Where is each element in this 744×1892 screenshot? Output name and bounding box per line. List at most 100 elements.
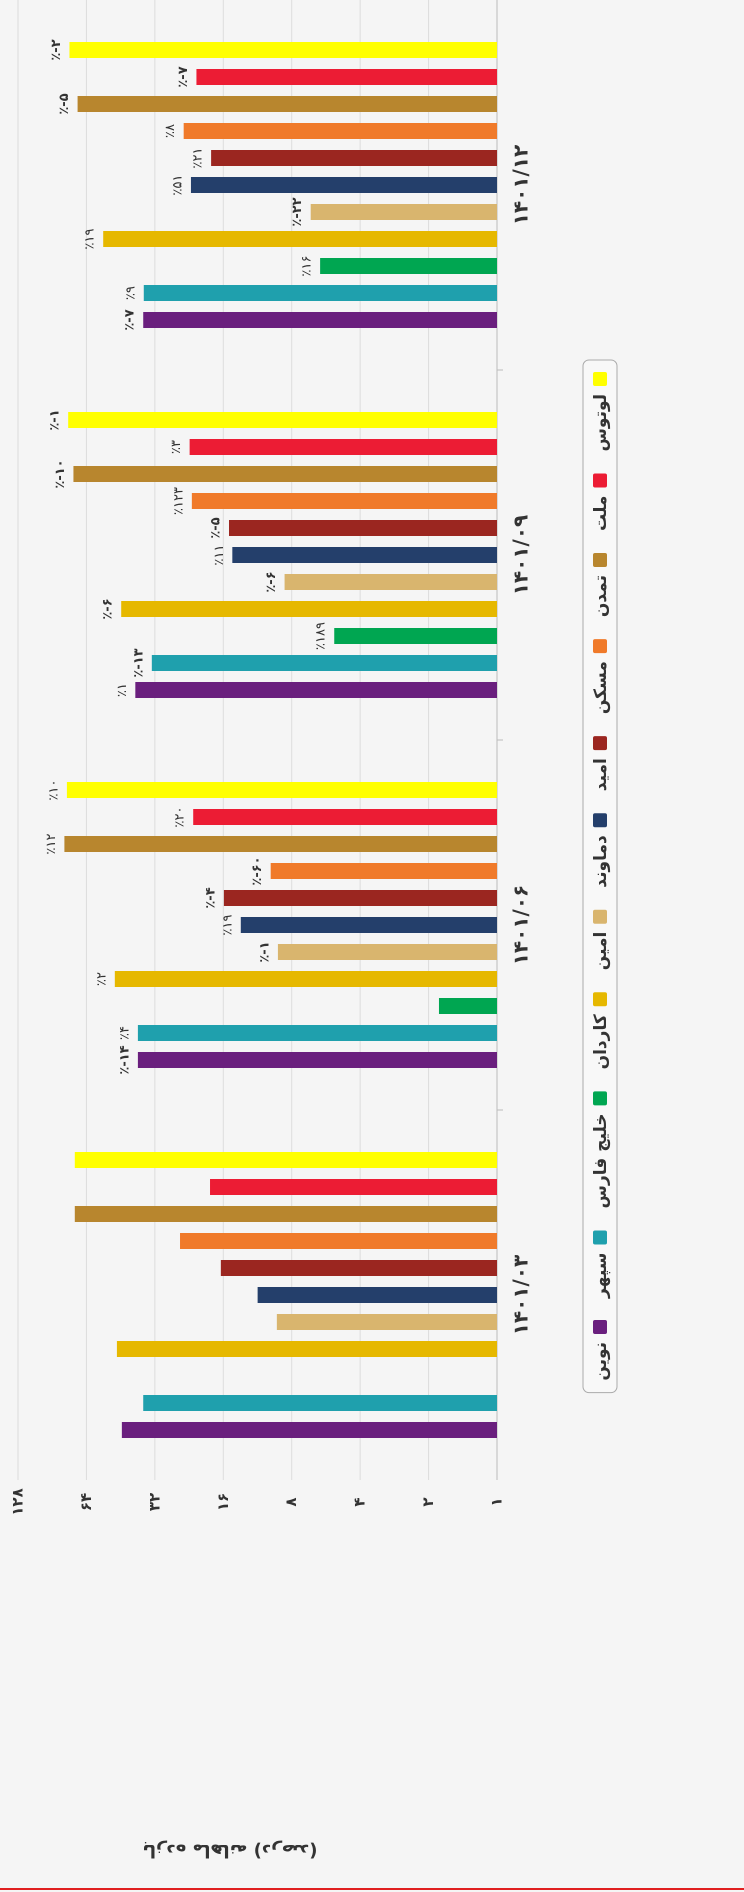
bar xyxy=(64,836,497,852)
bar-annotation: ٪۱ xyxy=(115,683,130,697)
bar xyxy=(121,601,497,617)
bar-annotation: ٪۱۹ xyxy=(83,229,98,250)
bar xyxy=(277,944,498,960)
bar xyxy=(193,809,497,825)
legend-label: مسکن xyxy=(591,661,611,714)
bar xyxy=(220,1260,497,1276)
legend-swatch xyxy=(593,1091,607,1106)
bar xyxy=(121,1422,497,1438)
bar-annotation: ٪۴ xyxy=(117,1026,132,1040)
bar-annotation: ٪-۱۳ xyxy=(131,648,146,677)
bar-annotation: ٪۱۲ xyxy=(44,834,59,855)
bar-annotation: ٪۲ xyxy=(94,972,109,986)
y-tick-label: ۳۲ xyxy=(145,1493,163,1511)
y-tick-label: ۱۶ xyxy=(214,1493,232,1511)
bar xyxy=(270,863,498,879)
bar-annotation: ٪۵۱ xyxy=(170,175,185,196)
x-tick-label: ۱۴۰۱/۰۹ xyxy=(509,515,533,596)
bar xyxy=(114,971,498,987)
legend-swatch xyxy=(593,639,607,654)
legend-label: ملت xyxy=(591,496,611,531)
legend-swatch xyxy=(593,992,607,1007)
bar-annotation: ٪۱۰ xyxy=(46,780,61,801)
bar-annotation: ٪۳ xyxy=(169,440,184,454)
bar xyxy=(69,42,497,58)
legend-label: سپهر xyxy=(591,1252,611,1298)
bar xyxy=(210,1179,497,1195)
bar-annotation: ٪-۵ xyxy=(209,517,224,538)
legend-label: نوین xyxy=(591,1342,611,1381)
x-tick-label: ۱۴۰۱/۱۲ xyxy=(509,145,533,226)
legend-swatch xyxy=(593,372,607,386)
bar xyxy=(116,1341,498,1357)
bar xyxy=(276,1314,497,1330)
legend-swatch xyxy=(593,813,607,828)
bar xyxy=(135,682,497,698)
y-tick-label: ۱۲۸ xyxy=(9,1488,27,1515)
legend-label: امین xyxy=(591,932,611,971)
x-tick-label: ۱۴۰۱/۰۶ xyxy=(509,885,533,966)
legend-box xyxy=(582,359,618,1394)
bar xyxy=(196,69,497,85)
bar xyxy=(190,177,498,193)
legend-swatch xyxy=(593,1230,607,1245)
bar xyxy=(180,1233,497,1249)
bar xyxy=(66,782,498,798)
bar xyxy=(103,231,498,247)
legend-label: لوتوس xyxy=(591,394,611,452)
legend-swatch xyxy=(593,1319,607,1334)
bar xyxy=(74,1206,498,1222)
legend-label: کاردان xyxy=(591,1014,611,1069)
bar-annotation: ٪۱۱ xyxy=(212,545,227,566)
bar xyxy=(137,1025,497,1041)
bar xyxy=(189,439,497,455)
bar-annotation: ٪۱۲۳ xyxy=(171,487,186,515)
bar xyxy=(143,285,498,301)
bar-annotation: ٪۱۹ xyxy=(220,915,235,936)
bar-annotation: ٪-۱۴ xyxy=(117,1045,132,1074)
bar xyxy=(68,412,497,428)
legend-label: امید xyxy=(591,758,611,791)
bar-annotation: ٪-۲ xyxy=(49,39,64,60)
bar-annotation: ٪۸ xyxy=(163,124,178,138)
legend-swatch xyxy=(593,736,607,751)
bar xyxy=(257,1287,497,1303)
y-tick-label: ۴ xyxy=(351,1497,369,1506)
bar-annotation: ٪-۱۰ xyxy=(53,459,68,488)
y-axis-title: بازده ماهانه (درصد) xyxy=(143,1840,318,1861)
bar-annotation: ٪-۷ xyxy=(176,66,191,87)
bar-annotation: ٪-۶ xyxy=(101,598,116,619)
bar xyxy=(183,123,497,139)
bar-annotation: ٪-۶۰ xyxy=(250,856,265,885)
bar-annotation: ٪-۷ xyxy=(123,309,138,330)
bar-annotation: ٪۹ xyxy=(123,286,138,300)
bar-annotation: ٪-۲۲ xyxy=(290,197,305,226)
bar xyxy=(73,466,497,482)
bar-annotation: ٪-۶ xyxy=(264,571,279,592)
bar-annotation: ٪۲۰ xyxy=(173,807,188,828)
legend-swatch xyxy=(593,553,607,568)
y-tick-label: ۶۴ xyxy=(77,1493,95,1511)
bar xyxy=(320,258,497,274)
bar-annotation: ٪-۱ xyxy=(257,941,272,962)
bar-annotation: ٪-۴ xyxy=(203,887,218,908)
bar xyxy=(334,628,497,644)
bar xyxy=(151,655,498,671)
bar xyxy=(211,150,497,166)
bar xyxy=(143,312,497,328)
y-tick-label: ۸ xyxy=(282,1497,300,1506)
legend-label: دماوند xyxy=(591,835,611,888)
bar xyxy=(77,96,498,112)
bar-annotation: ٪۲۱ xyxy=(191,148,206,169)
bar xyxy=(438,998,497,1014)
bar-annotation: ٪-۵ xyxy=(57,93,72,114)
y-tick-label: ۱ xyxy=(488,1497,506,1506)
legend-swatch xyxy=(593,473,607,488)
bar xyxy=(240,917,497,933)
bar xyxy=(143,1395,497,1411)
legend-label: تمدن xyxy=(591,575,611,617)
bar xyxy=(223,890,497,906)
bar xyxy=(137,1052,497,1068)
